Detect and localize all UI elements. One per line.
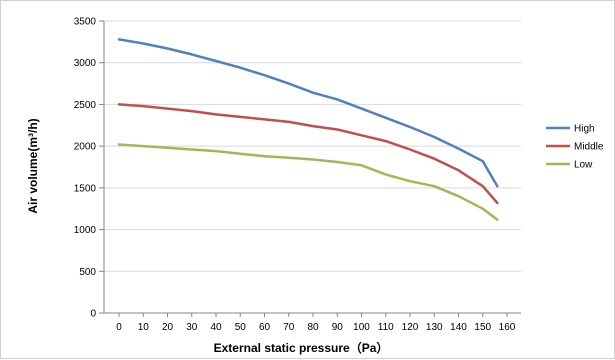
x-tick-label-50: 50 (235, 322, 247, 333)
x-tick-label-30: 30 (186, 322, 198, 333)
x-tick-label-60: 60 (259, 322, 271, 333)
x-axis-title: External static pressure（Pa） (214, 340, 389, 355)
x-tick-label-20: 20 (162, 322, 174, 333)
x-tick-label-160: 160 (499, 322, 516, 333)
series-line-middle (117, 103, 499, 205)
x-tick-label-140: 140 (450, 322, 467, 333)
y-tick-labels: 0 500 1000 1500 2000 2500 3000 3500 (74, 17, 97, 320)
y-axis-title: Air volume(m³/h) (26, 118, 40, 213)
legend-label-low: Low (574, 160, 593, 171)
series-line-high (117, 38, 499, 188)
x-tick-label-100: 100 (353, 322, 370, 333)
x-tick-label-130: 130 (426, 322, 443, 333)
x-tick-label-150: 150 (474, 322, 491, 333)
y-tick-label-3000: 3000 (74, 58, 97, 69)
gridlines (104, 20, 521, 272)
x-tick-label-0: 0 (116, 322, 122, 333)
x-tick-label-70: 70 (283, 322, 295, 333)
x-tick-label-40: 40 (210, 322, 222, 333)
y-tick-label-1500: 1500 (74, 183, 97, 194)
x-tick-label-110: 110 (378, 322, 394, 333)
y-tick-label-2500: 2500 (74, 100, 97, 111)
y-tick-label-1000: 1000 (74, 225, 97, 236)
series-line-low (117, 143, 499, 221)
x-tick-labels: 0 10 20 30 40 50 60 70 80 90 100 110 120 130 140 150 160 (116, 322, 516, 333)
x-tick-label-90: 90 (332, 322, 344, 333)
series-lines (117, 38, 499, 221)
x-tick-label-10: 10 (138, 322, 150, 333)
axes (99, 20, 521, 317)
legend: High Middle Low (546, 124, 604, 171)
y-tick-label-3500: 3500 (74, 17, 97, 28)
y-tick-label-2000: 2000 (74, 142, 97, 153)
y-tick-label-0: 0 (90, 309, 96, 320)
x-tick-label-120: 120 (402, 322, 419, 333)
legend-label-high: High (574, 124, 595, 135)
y-tick-label-500: 500 (79, 267, 96, 278)
x-tick-label-80: 80 (307, 322, 319, 333)
legend-label-middle: Middle (574, 142, 604, 153)
